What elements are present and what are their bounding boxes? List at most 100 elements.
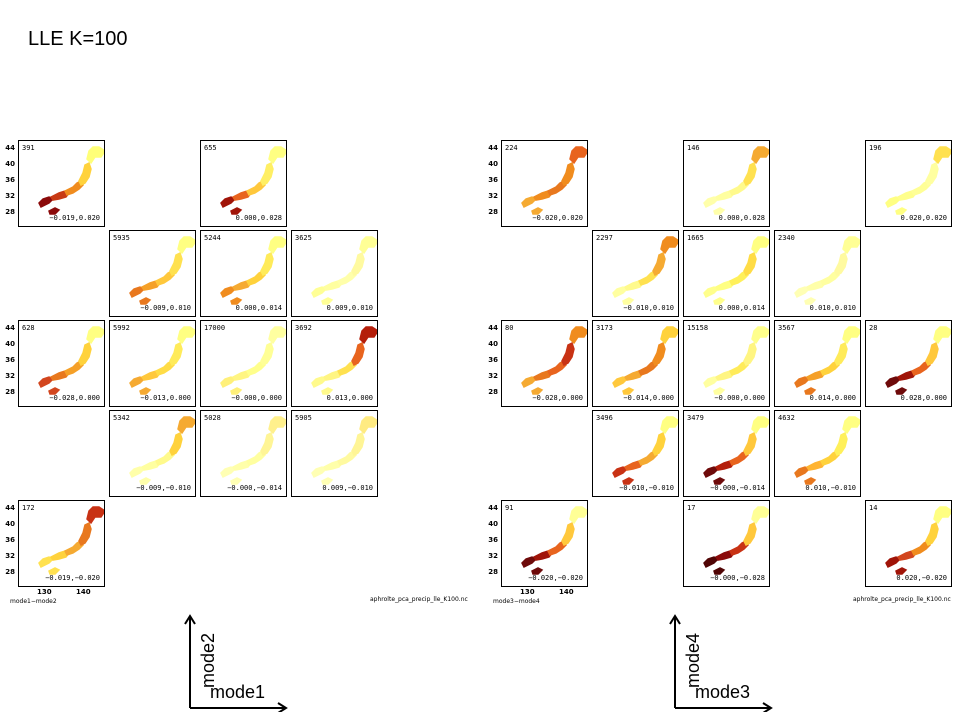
map-region-4 (652, 251, 666, 277)
footer-filename: aphrolte_pca_precip_lle_K100.nc (370, 596, 468, 603)
map-region-3 (63, 539, 84, 556)
japan-precip-map (703, 146, 769, 215)
y-tick-label: 44 (5, 324, 15, 332)
map-panel: 5028 −0.000,−0.014 (200, 410, 287, 497)
y-tick-label: 44 (488, 504, 498, 512)
japan-precip-map (521, 146, 587, 215)
slide-title: LLE K=100 (28, 28, 128, 50)
map-region-3 (154, 359, 175, 376)
map-region-5 (86, 146, 104, 165)
panel-coord: −0.000,0.000 (714, 394, 765, 402)
map-region-3 (245, 449, 266, 466)
panel-coord: −0.019,0.020 (49, 214, 100, 222)
panel-coord: 0.009,0.010 (326, 304, 373, 312)
map-region-4 (834, 431, 848, 457)
map-region-1 (38, 196, 61, 215)
y-tick-label: 40 (488, 160, 498, 168)
mode-axes-arrows (184, 614, 288, 712)
panel-count: 391 (22, 144, 35, 152)
map-region-1 (885, 376, 908, 395)
panel-coord: 0.000,0.014 (235, 304, 282, 312)
map-panel: 3173 −0.014,0.000 (592, 320, 679, 407)
y-tick-label: 36 (5, 536, 15, 544)
map-region-3 (336, 359, 357, 376)
panel-count: 5342 (113, 414, 130, 422)
panel-count: 5992 (113, 324, 130, 332)
panel-count: 5905 (295, 414, 312, 422)
map-region-5 (359, 326, 377, 345)
map-region-5 (842, 326, 860, 345)
map-region-1 (220, 286, 243, 305)
panel-coord: 0.000,0.028 (718, 214, 765, 222)
japan-precip-map (129, 326, 195, 395)
footer-mode-pair: mode1−mode2 (10, 598, 57, 605)
panel-coord: −0.000,0.000 (231, 394, 282, 402)
map-region-4 (351, 251, 365, 277)
map-region-3 (728, 179, 749, 196)
y-tick-label: 32 (488, 192, 498, 200)
map-region-1 (38, 376, 61, 395)
y-tick-label: 32 (5, 372, 15, 380)
map-region-4 (78, 341, 92, 367)
map-panel: 4632 0.010,−0.010 (774, 410, 861, 497)
map-region-4 (169, 251, 183, 277)
y-tick-label: 28 (5, 388, 15, 396)
panel-coord: 0.000,0.014 (718, 304, 765, 312)
japan-precip-map (612, 236, 678, 305)
map-region-5 (359, 236, 377, 255)
map-region-4 (743, 161, 757, 187)
japan-precip-map (521, 326, 587, 395)
map-region-5 (569, 506, 587, 525)
map-region-3 (245, 359, 266, 376)
y-tick-label: 40 (488, 340, 498, 348)
map-region-4 (743, 251, 757, 277)
map-region-4 (652, 431, 666, 457)
panel-coord: −0.014,0.000 (623, 394, 674, 402)
map-region-3 (728, 269, 749, 286)
map-region-5 (359, 416, 377, 435)
japan-precip-map (794, 326, 860, 395)
map-region-3 (728, 449, 749, 466)
mode-axes-arrows (669, 614, 773, 712)
map-panel: 91 −0.020,−0.020 (501, 500, 588, 587)
map-panel: 14 0.020,−0.020 (865, 500, 952, 587)
map-region-4 (260, 431, 274, 457)
panel-count: 5028 (204, 414, 221, 422)
map-region-3 (910, 179, 931, 196)
map-region-1 (521, 376, 544, 395)
panel-coord: −0.013,0.000 (140, 394, 191, 402)
y-tick-label: 36 (5, 176, 15, 184)
panel-count: 224 (505, 144, 518, 152)
map-region-5 (933, 146, 951, 165)
footer-filename: aphrolte_pca_precip_lle_K100.nc (853, 596, 951, 603)
map-panel: 3567 0.014,0.000 (774, 320, 861, 407)
panel-count: 3496 (596, 414, 613, 422)
panel-count: 4632 (778, 414, 795, 422)
panel-coord: 0.014,0.000 (809, 394, 856, 402)
map-region-4 (561, 341, 575, 367)
panel-coord: −0.010,0.010 (623, 304, 674, 312)
japan-precip-map (129, 236, 195, 305)
map-region-3 (819, 359, 840, 376)
x-tick-label: 130 (520, 588, 535, 596)
panel-count: 14 (869, 504, 878, 512)
map-region-5 (177, 236, 195, 255)
map-region-5 (751, 416, 769, 435)
axis-label-x: mode1 (210, 682, 266, 702)
japan-precip-map (311, 416, 377, 485)
japan-precip-map (885, 506, 951, 575)
panel-coord: −0.010,−0.010 (619, 484, 674, 492)
japan-precip-map (703, 236, 769, 305)
panel-count: 17 (687, 504, 696, 512)
japan-precip-map (311, 236, 377, 305)
map-region-1 (129, 376, 152, 395)
map-region-1 (311, 466, 334, 485)
x-tick-label: 130 (37, 588, 52, 596)
map-region-1 (521, 556, 544, 575)
map-region-3 (336, 449, 357, 466)
map-region-3 (245, 179, 266, 196)
panel-count: 172 (22, 504, 35, 512)
map-region-5 (177, 416, 195, 435)
map-panel: 17 −0.000,−0.028 (683, 500, 770, 587)
japan-precip-map (885, 146, 951, 215)
